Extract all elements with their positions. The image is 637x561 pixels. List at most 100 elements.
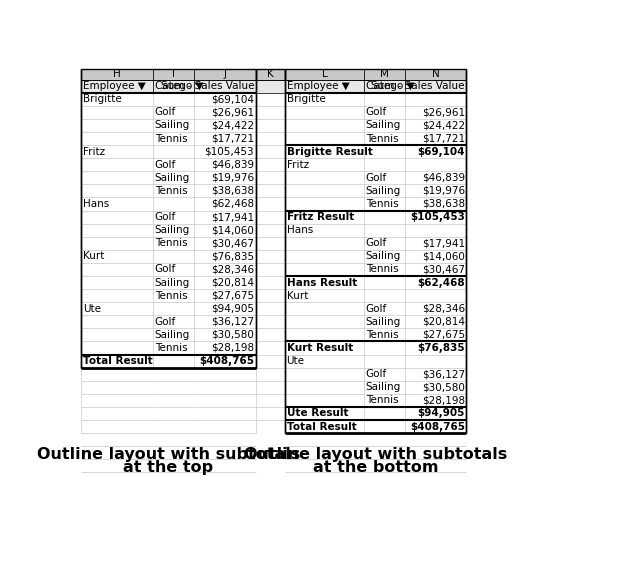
Text: L: L [322, 69, 327, 79]
Bar [81, 342, 154, 355]
Text: Hans: Hans [287, 225, 313, 235]
Bar [364, 302, 405, 315]
Text: $76,835: $76,835 [417, 343, 465, 353]
Bar [405, 289, 466, 302]
Bar [285, 289, 364, 302]
Text: Golf: Golf [155, 264, 176, 274]
Bar [405, 69, 466, 80]
Bar [194, 342, 255, 355]
Bar [285, 381, 364, 394]
Bar [364, 158, 405, 171]
Text: $28,198: $28,198 [211, 343, 254, 353]
Bar [364, 420, 405, 433]
Text: Tennis: Tennis [155, 291, 187, 301]
Text: Total Result: Total Result [287, 421, 356, 431]
Bar [194, 197, 255, 210]
Bar [405, 263, 466, 276]
Bar [405, 367, 466, 381]
Text: $94,905: $94,905 [211, 304, 254, 314]
Bar [194, 106, 255, 119]
Bar [194, 302, 255, 315]
Text: Tennis: Tennis [366, 396, 398, 406]
Text: Fritz: Fritz [83, 146, 105, 157]
Bar [81, 328, 154, 342]
Bar [154, 69, 194, 80]
Bar [285, 132, 364, 145]
Bar [405, 197, 466, 210]
Bar [285, 394, 364, 407]
Bar [364, 171, 405, 185]
Bar [194, 93, 255, 106]
Text: Total Result: Total Result [83, 356, 152, 366]
Bar [285, 367, 364, 381]
Bar [285, 263, 364, 276]
Bar [81, 119, 154, 132]
Bar [364, 69, 405, 80]
Text: Tennis: Tennis [155, 343, 187, 353]
Bar [81, 145, 154, 158]
Text: M: M [380, 69, 389, 79]
Text: Sailing: Sailing [155, 121, 190, 131]
Bar [285, 106, 364, 119]
Bar [285, 237, 364, 250]
Bar [194, 250, 255, 263]
Bar [154, 210, 194, 224]
Bar [81, 158, 154, 171]
Bar [194, 263, 255, 276]
Text: Golf: Golf [366, 369, 387, 379]
Text: $28,198: $28,198 [422, 396, 465, 406]
Bar [154, 237, 194, 250]
Bar [81, 93, 154, 106]
Text: Sailing: Sailing [366, 317, 401, 327]
Text: Tennis: Tennis [366, 264, 398, 274]
Bar [81, 355, 154, 367]
Bar [81, 185, 154, 197]
Bar [405, 93, 466, 106]
Bar [81, 80, 154, 93]
Text: $38,638: $38,638 [422, 199, 465, 209]
Bar [285, 158, 364, 171]
Text: Ute Result: Ute Result [287, 408, 348, 419]
Bar [194, 289, 255, 302]
Bar [405, 237, 466, 250]
Bar [285, 119, 364, 132]
Bar [194, 171, 255, 185]
Bar [405, 302, 466, 315]
Bar [81, 276, 154, 289]
Bar [154, 263, 194, 276]
Bar [364, 315, 405, 328]
Text: $69,104: $69,104 [211, 94, 254, 104]
Bar [194, 158, 255, 171]
Bar [194, 132, 255, 145]
Text: Sailing: Sailing [366, 382, 401, 392]
Text: Fritz: Fritz [287, 160, 309, 170]
Bar [194, 210, 255, 224]
Text: $17,721: $17,721 [211, 134, 254, 144]
Text: $26,961: $26,961 [422, 107, 465, 117]
Bar [81, 250, 154, 263]
Bar [364, 132, 405, 145]
Bar [285, 315, 364, 328]
Bar [405, 106, 466, 119]
Text: $69,104: $69,104 [417, 146, 465, 157]
Text: $14,060: $14,060 [422, 251, 465, 261]
Bar [364, 237, 405, 250]
Bar [364, 119, 405, 132]
Bar [81, 171, 154, 185]
Bar [364, 250, 405, 263]
Bar [194, 224, 255, 237]
Bar [194, 355, 255, 367]
Text: Sailing: Sailing [366, 186, 401, 196]
Text: Tennis: Tennis [155, 134, 187, 144]
Bar [194, 315, 255, 328]
Bar [285, 145, 364, 158]
Text: $38,638: $38,638 [211, 186, 254, 196]
Bar [285, 328, 364, 342]
Bar [364, 276, 405, 289]
Bar [81, 315, 154, 328]
Text: $105,453: $105,453 [204, 146, 254, 157]
Text: Sailing: Sailing [366, 251, 401, 261]
Bar [285, 355, 364, 367]
Bar [154, 171, 194, 185]
Bar [405, 328, 466, 342]
